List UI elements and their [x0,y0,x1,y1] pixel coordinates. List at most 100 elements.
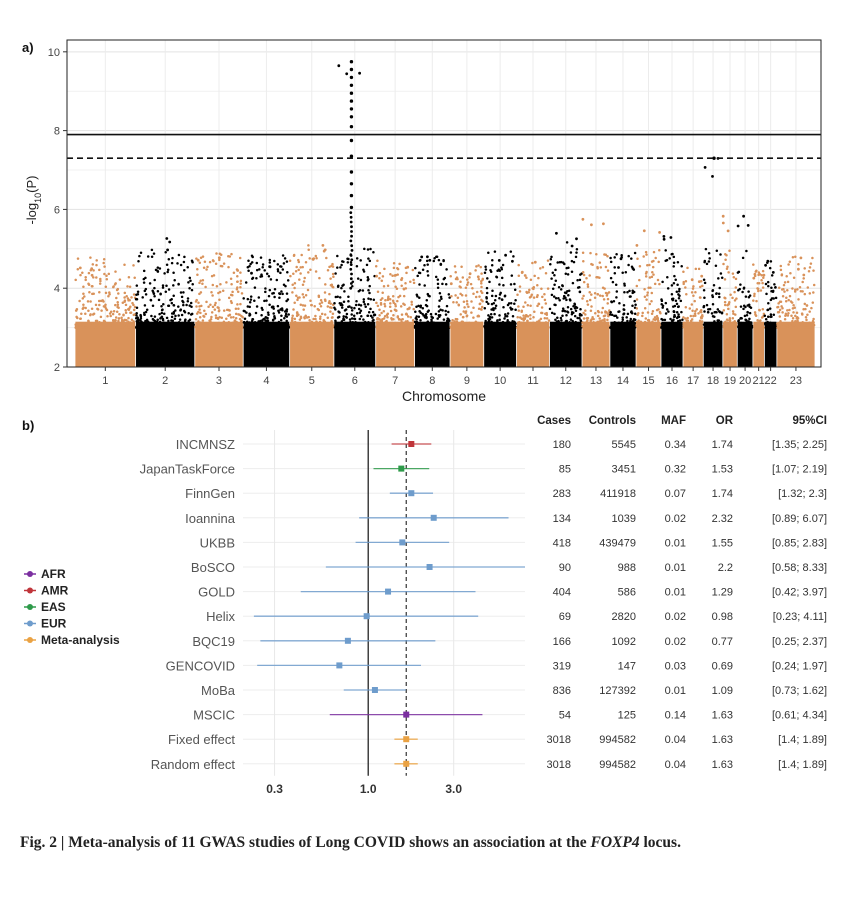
manhattan-point [158,320,162,324]
manhattan-point [214,314,218,317]
manhattan-point [128,285,132,289]
manhattan-point [645,298,648,301]
manhattan-point [463,306,466,309]
manhattan-point [221,323,225,327]
manhattan-point [595,253,598,256]
manhattan-point [246,326,250,329]
manhattan-point [689,314,693,318]
manhattan-point [500,276,504,280]
forest-table-row: 283 411918 0.07 1.74 [1.32; 2.3] [553,488,827,500]
manhattan-point [321,323,324,327]
manhattan-point [399,305,403,308]
manhattan-point [260,314,263,317]
manhattan-point [768,307,772,310]
manhattan-y-tick-label: 10 [48,47,60,59]
manhattan-point [439,295,443,299]
manhattan-peak-point [345,72,349,76]
manhattan-point [710,324,714,328]
manhattan-point [297,326,301,329]
manhattan-point [480,326,484,329]
manhattan-point [351,280,355,283]
manhattan-point [430,320,433,323]
manhattan-point [413,320,417,324]
manhattan-point [116,303,120,306]
manhattan-point [199,326,203,329]
manhattan-point [194,318,198,321]
manhattan-point [340,286,343,290]
manhattan-point [264,315,268,319]
manhattan-point [636,257,639,260]
manhattan-point [362,298,366,301]
manhattan-chromosome-3 [194,252,244,367]
manhattan-point [160,315,164,319]
manhattan-point [447,293,451,296]
manhattan-point [611,280,615,284]
manhattan-peak-point [428,258,432,262]
manhattan-point [317,295,321,299]
manhattan-point [449,275,452,278]
manhattan-peak-point [570,244,574,248]
manhattan-point [190,305,193,309]
manhattan-point [314,270,318,273]
manhattan-point [455,276,459,279]
manhattan-point [489,270,493,273]
manhattan-point [490,316,494,319]
manhattan-point [520,309,524,312]
manhattan-point [753,292,756,296]
manhattan-point [214,301,217,305]
forest-point [371,687,378,693]
manhattan-point [242,297,245,300]
manhattan-x-tick-label: 12 [560,375,572,387]
manhattan-point [368,259,372,263]
manhattan-point [729,293,732,297]
manhattan-point [255,277,258,280]
manhattan-point [347,300,350,303]
manhattan-point [643,295,647,298]
forest-cases-cell: 3018 [547,734,571,746]
manhattan-point [363,320,367,324]
manhattan-point [156,266,160,269]
manhattan-peak-point [575,237,578,241]
manhattan-point [142,322,145,325]
forest-or-cell: 1.63 [712,734,733,746]
manhattan-point [160,304,163,308]
forest-or-cell: 1.63 [712,710,733,722]
manhattan-point [774,296,778,300]
manhattan-point [212,326,216,329]
manhattan-point [656,322,659,325]
manhattan-point [694,291,697,294]
manhattan-point [579,319,582,322]
manhattan-point [263,299,266,303]
manhattan-point [540,322,544,326]
manhattan-point [282,262,286,265]
manhattan-point [707,260,711,263]
manhattan-point [286,279,290,282]
manhattan-point [737,319,740,323]
manhattan-point [75,326,78,329]
manhattan-point [246,323,249,327]
manhattan-point [248,305,251,309]
manhattan-point [643,307,647,310]
manhattan-point [347,295,350,299]
manhattan-point [777,310,781,314]
manhattan-point [483,306,487,310]
manhattan-peak-point [90,273,94,277]
forest-ci-cell: [1.32; 2.3] [778,488,827,500]
manhattan-point [213,308,217,311]
manhattan-point [301,326,304,329]
manhattan-point [249,295,253,298]
manhattan-point [631,304,634,308]
manhattan-point [173,326,177,329]
manhattan-point [285,309,288,312]
manhattan-dense-band [636,321,661,367]
forest-point [403,736,410,743]
manhattan-point [649,286,652,290]
legend-item: AFR [24,567,66,581]
manhattan-point [103,272,106,276]
manhattan-point [333,302,336,305]
manhattan-point [596,293,600,296]
manhattan-point [655,314,659,318]
manhattan-point [468,276,471,279]
manhattan-point [198,261,202,264]
manhattan-point [293,301,296,304]
